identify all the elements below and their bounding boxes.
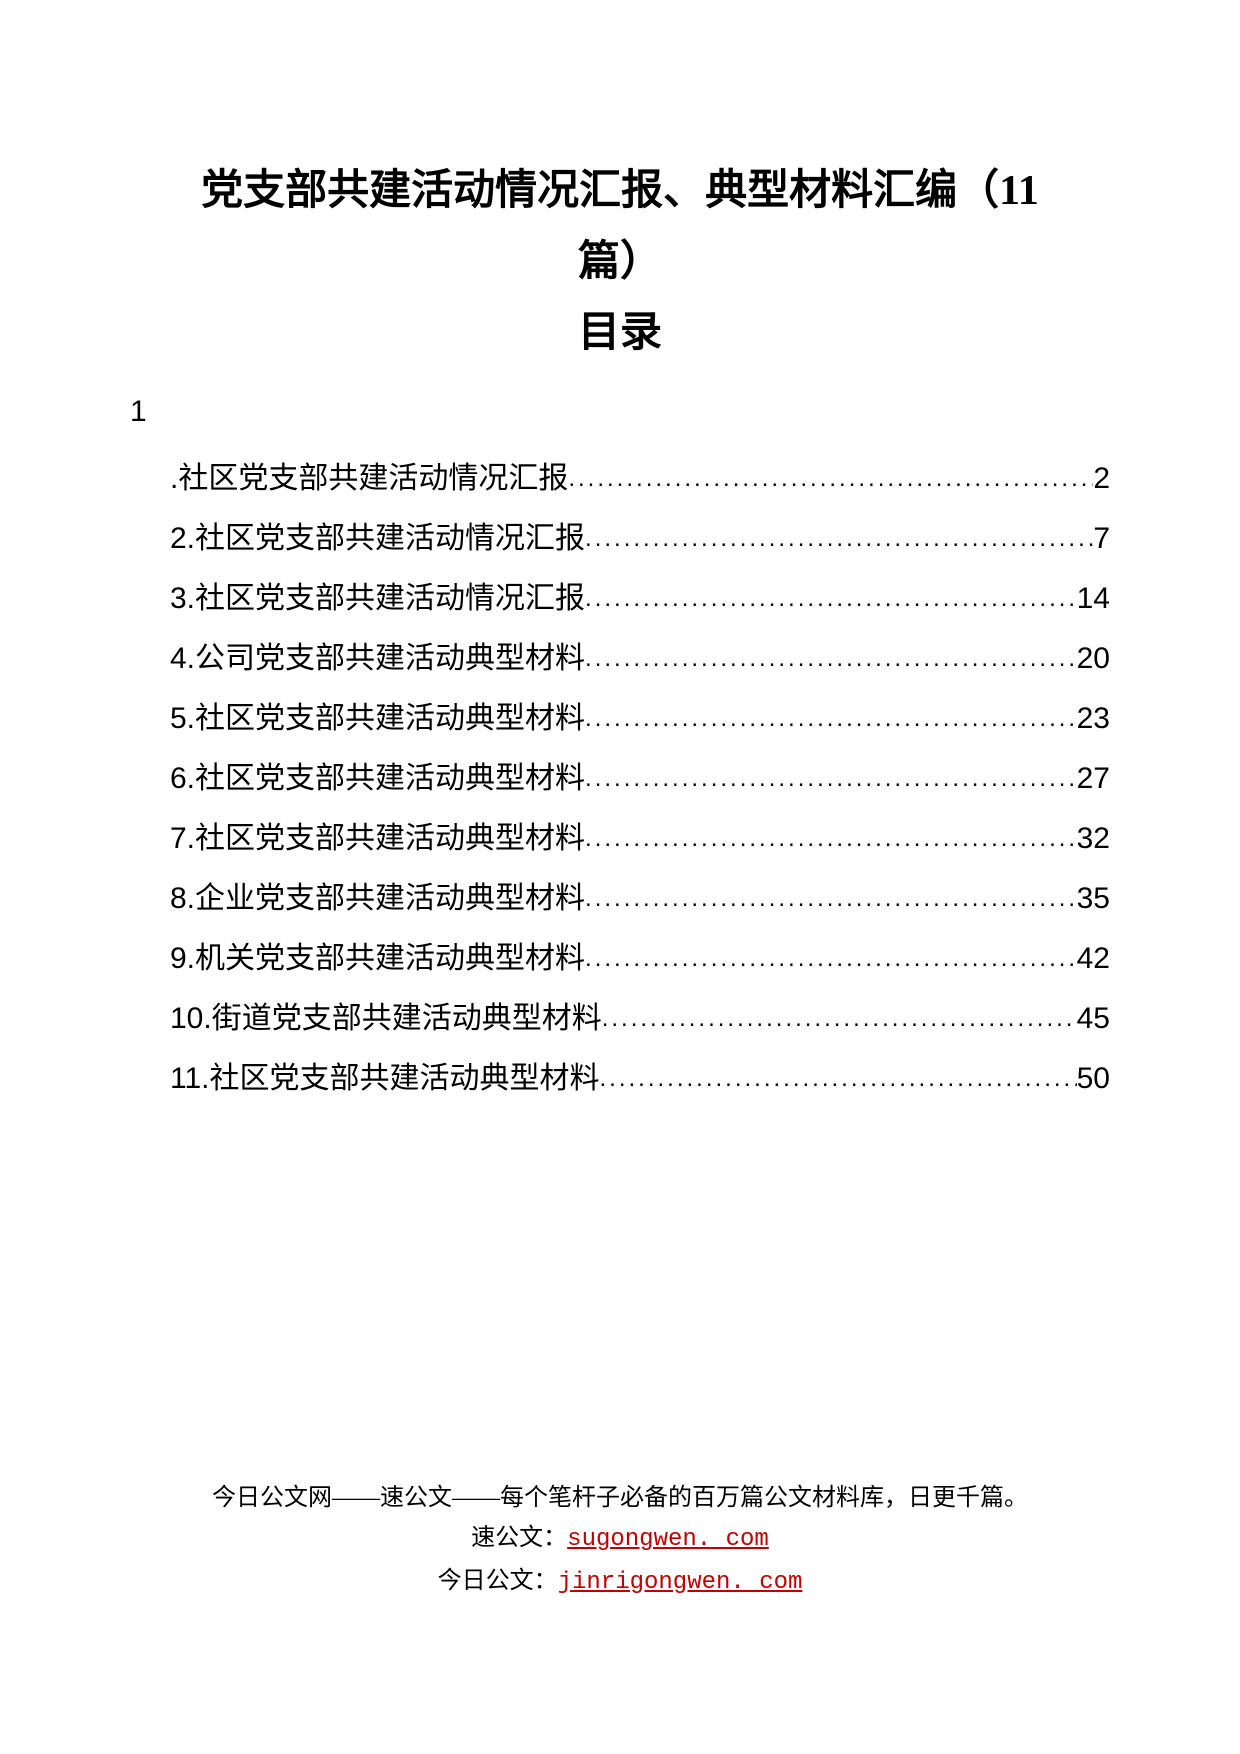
toc-dots	[585, 875, 1077, 923]
toc-item: 3.社区党支部共建活动情况汇报 14	[170, 569, 1110, 629]
toc-item: 7.社区党支部共建活动典型材料 32	[170, 809, 1110, 869]
toc-item-page: 50	[1077, 1049, 1110, 1109]
toc-item: 8.企业党支部共建活动典型材料 35	[170, 869, 1110, 929]
document-page: 党支部共建活动情况汇报、典型材料汇编（11 篇） 目录 1 .社区党支部共建活动…	[0, 0, 1240, 1109]
toc-dots	[585, 635, 1077, 683]
page-footer: 今日公文网——速公文——每个笔杆子必备的百万篇公文材料库，日更千篇。 速公文：s…	[0, 1479, 1240, 1604]
toc-dots	[585, 815, 1077, 863]
toc-item: 5.社区党支部共建活动典型材料 23	[170, 689, 1110, 749]
toc-item-page: 42	[1077, 929, 1110, 989]
toc-heading: 目录	[130, 302, 1110, 365]
footer-line-2: 速公文：sugongwen. com	[0, 1519, 1240, 1559]
footer-prefix-3: 今日公文：	[438, 1568, 558, 1594]
number-prefix: 1	[130, 395, 1110, 429]
toc-item-label: 8.企业党支部共建活动典型材料	[170, 869, 585, 929]
toc-item: 9.机关党支部共建活动典型材料 42	[170, 929, 1110, 989]
toc-dots	[602, 995, 1077, 1043]
footer-prefix-2: 速公文：	[471, 1525, 567, 1551]
toc-item-label: 4.公司党支部共建活动典型材料	[170, 629, 585, 689]
toc-item-label: 9.机关党支部共建活动典型材料	[170, 929, 585, 989]
toc-dots	[585, 575, 1077, 623]
document-title-line2: 篇）	[130, 231, 1110, 294]
toc-item-label: 6.社区党支部共建活动典型材料	[170, 749, 585, 809]
toc-dots	[599, 1055, 1076, 1103]
document-title-line1: 党支部共建活动情况汇报、典型材料汇编（11	[130, 160, 1110, 223]
toc-item-page: 32	[1077, 809, 1110, 869]
toc-item-page: 27	[1077, 749, 1110, 809]
toc-dots	[585, 695, 1077, 743]
toc-dots	[568, 455, 1093, 503]
toc-item: 4.公司党支部共建活动典型材料 20	[170, 629, 1110, 689]
footer-line-1: 今日公文网——速公文——每个笔杆子必备的百万篇公文材料库，日更千篇。	[0, 1479, 1240, 1517]
toc-item: 11.社区党支部共建活动典型材料 50	[170, 1049, 1110, 1109]
sugongwen-link[interactable]: sugongwen. com	[567, 1526, 769, 1553]
toc-item-label: .社区党支部共建活动情况汇报	[170, 449, 568, 509]
toc-item-label: 10.街道党支部共建活动典型材料	[170, 989, 602, 1049]
toc-item-label: 3.社区党支部共建活动情况汇报	[170, 569, 585, 629]
toc-item-page: 20	[1077, 629, 1110, 689]
toc-list: .社区党支部共建活动情况汇报 2 2.社区党支部共建活动情况汇报 7 3.社区党…	[130, 449, 1110, 1109]
toc-dots	[585, 515, 1093, 563]
toc-item-page: 45	[1077, 989, 1110, 1049]
toc-item: 10.街道党支部共建活动典型材料 45	[170, 989, 1110, 1049]
toc-item-label: 5.社区党支部共建活动典型材料	[170, 689, 585, 749]
toc-item-label: 7.社区党支部共建活动典型材料	[170, 809, 585, 869]
toc-item-page: 2	[1093, 449, 1110, 509]
toc-item-page: 14	[1077, 569, 1110, 629]
toc-dots	[585, 935, 1077, 983]
toc-item: 6.社区党支部共建活动典型材料 27	[170, 749, 1110, 809]
toc-dots	[585, 755, 1077, 803]
toc-item-label: 11.社区党支部共建活动典型材料	[170, 1049, 599, 1109]
footer-line-3: 今日公文：jinrigongwen. com	[0, 1562, 1240, 1602]
toc-item: .社区党支部共建活动情况汇报 2	[170, 449, 1110, 509]
toc-item-page: 23	[1077, 689, 1110, 749]
toc-item-label: 2.社区党支部共建活动情况汇报	[170, 509, 585, 569]
toc-item: 2.社区党支部共建活动情况汇报 7	[170, 509, 1110, 569]
jinrigongwen-link[interactable]: jinrigongwen. com	[558, 1569, 803, 1596]
toc-item-page: 35	[1077, 869, 1110, 929]
toc-item-page: 7	[1093, 509, 1110, 569]
